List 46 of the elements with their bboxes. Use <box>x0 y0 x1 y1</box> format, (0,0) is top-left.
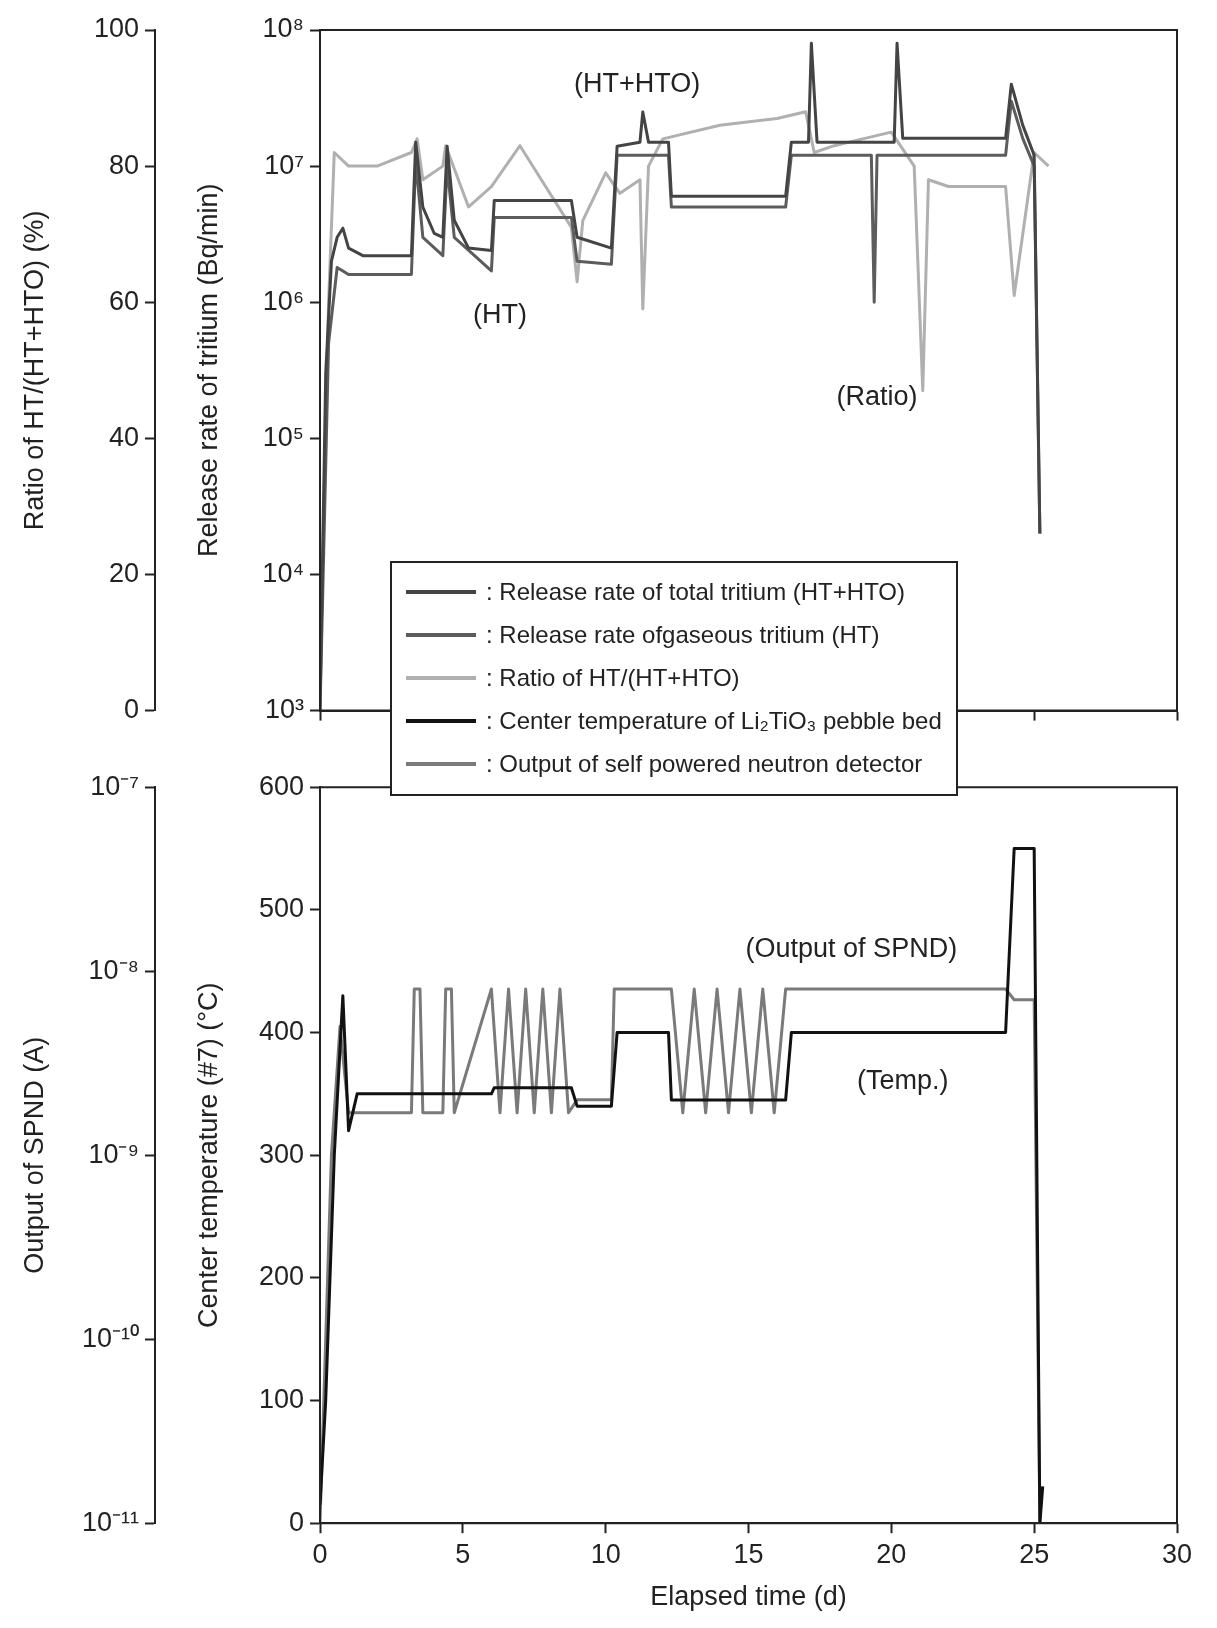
y-tick-label: 10³ <box>264 694 304 725</box>
y2-tick-label: 0 <box>123 694 139 725</box>
y-tick-label: 10⁸ <box>262 13 304 44</box>
legend-label: : Output of self powered neutron detector <box>486 750 923 779</box>
annotation: (HT) <box>472 299 527 330</box>
y2-tick-label: 10⁻⁸ <box>88 954 139 985</box>
y-tick-label: 10⁶ <box>262 285 304 316</box>
legend-label: : Ratio of HT/(HT+HTO) <box>486 664 740 693</box>
y2-tick-label: 10⁻⁹ <box>88 1138 139 1169</box>
legend-label: : Release rate of total tritium (HT+HTO) <box>486 578 906 607</box>
y-tick-label: 100 <box>258 1383 304 1414</box>
y2-axis-title: Output of SPND (A) <box>18 1036 49 1274</box>
y-axis-title: Release rate of tritium (Bq/min) <box>192 183 223 558</box>
x-tick-label: 10 <box>590 1538 621 1569</box>
x-tick-label: 30 <box>1161 1538 1193 1569</box>
y2-axis-title: Ratio of HT/(HT+HTO) (%) <box>18 210 49 531</box>
x-tick-label: 25 <box>1019 1538 1050 1569</box>
y-tick-label: 10⁵ <box>262 421 304 452</box>
y-tick-label: 200 <box>258 1261 304 1292</box>
y-tick-label: 600 <box>258 770 304 801</box>
legend-label: : Release rate ofgaseous tritium (HT) <box>486 621 880 650</box>
x-axis-title: Elapsed time (d) <box>650 1581 847 1612</box>
y2-tick-label: 80 <box>108 149 139 180</box>
annotation: (Output of SPND) <box>745 932 958 963</box>
y-axis-title: Center temperature (#7) (°C) <box>192 982 223 1328</box>
y2-tick-label: 60 <box>108 285 139 316</box>
y2-tick-label: 40 <box>108 421 139 452</box>
x-tick-label: 0 <box>312 1538 328 1569</box>
x-tick-label: 5 <box>455 1538 471 1569</box>
legend-label: : Center temperature of Li₂TiO₃ pebble bed <box>486 707 942 736</box>
y-tick-label: 0 <box>288 1506 304 1537</box>
y-tick-label: 10⁴ <box>262 557 304 588</box>
y-tick-label: 10⁷ <box>264 149 304 180</box>
y2-tick-label: 10⁻¹¹ <box>81 1506 140 1537</box>
y-tick-label: 400 <box>258 1015 304 1046</box>
annotation: (Temp.) <box>857 1065 949 1096</box>
y-tick-label: 500 <box>258 893 304 924</box>
x-tick-label: 20 <box>876 1538 907 1569</box>
annotation: (HT+HTO) <box>573 67 701 98</box>
x-tick-label: 15 <box>733 1538 764 1569</box>
annotation: (Ratio) <box>836 380 918 411</box>
y2-tick-label: 20 <box>108 557 139 588</box>
y2-tick-label: 10⁻⁷ <box>90 770 139 801</box>
y-tick-label: 300 <box>258 1138 304 1169</box>
y2-tick-label: 100 <box>93 13 139 44</box>
y2-tick-label: 10⁻¹⁰ <box>81 1322 139 1353</box>
